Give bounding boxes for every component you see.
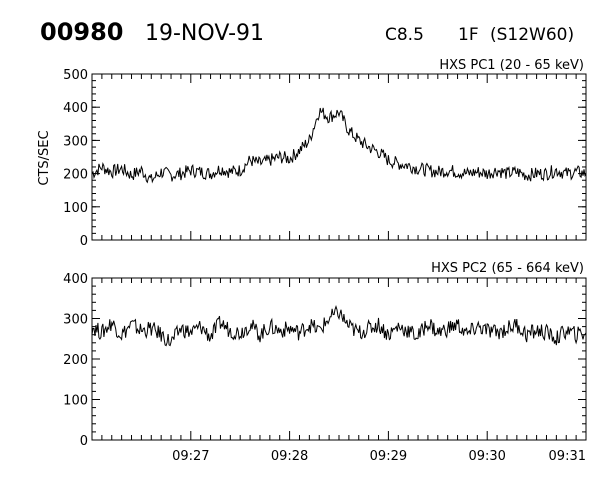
series-pc1-line — [91, 107, 587, 184]
panel-pc1-ticks: 0 100 200 300 400 500 — [63, 68, 587, 249]
y-tick-label: 200 — [63, 353, 88, 368]
panel-pc2: HXS PC2 (65 - 664 keV) 0 100 200 300 400 — [63, 261, 587, 449]
series-pc2-line — [91, 305, 587, 347]
panel-pc1: HXS PC1 (20 - 65 keV) CTS/SEC 0 100 200 300… — [37, 58, 587, 249]
y-tick-label: 0 — [80, 434, 88, 449]
panel-pc2-frame — [91, 277, 587, 441]
x-tick-label: 09:28 — [271, 449, 308, 464]
y-tick-label: 100 — [63, 201, 88, 216]
optical-class: 1F — [458, 25, 479, 45]
y-tick-label: 300 — [63, 134, 88, 149]
y-tick-label: 400 — [63, 272, 88, 287]
event-date: 19-NOV-91 — [145, 21, 264, 46]
y-tick-label: 400 — [63, 101, 88, 116]
panel-pc2-ticks: 0 100 200 300 400 — [63, 272, 587, 449]
y-tick-label: 300 — [63, 313, 88, 328]
x-tick-label: 09:27 — [172, 449, 209, 464]
panel-pc2-title: HXS PC2 (65 - 664 keV) — [431, 261, 584, 276]
y-tick-label: 0 — [80, 234, 88, 249]
y-tick-label: 200 — [63, 168, 88, 183]
goes-class: C8.5 — [385, 25, 424, 45]
flare-location: (S12W60) — [490, 25, 574, 45]
x-tick-label: 09:30 — [468, 449, 505, 464]
y-tick-label: 100 — [63, 394, 88, 409]
y-axis-label: CTS/SEC — [37, 130, 52, 185]
panel-pc1-title: HXS PC1 (20 - 65 keV) — [439, 58, 584, 73]
x-tick-label: 09:31 — [549, 449, 586, 464]
event-id: 00980 — [40, 18, 124, 46]
y-tick-label: 500 — [63, 68, 88, 83]
x-tick-labels: 09:27 09:28 09:29 09:30 09:31 — [172, 449, 586, 464]
x-tick-label: 09:29 — [370, 449, 407, 464]
panel-pc1-frame — [91, 73, 587, 241]
